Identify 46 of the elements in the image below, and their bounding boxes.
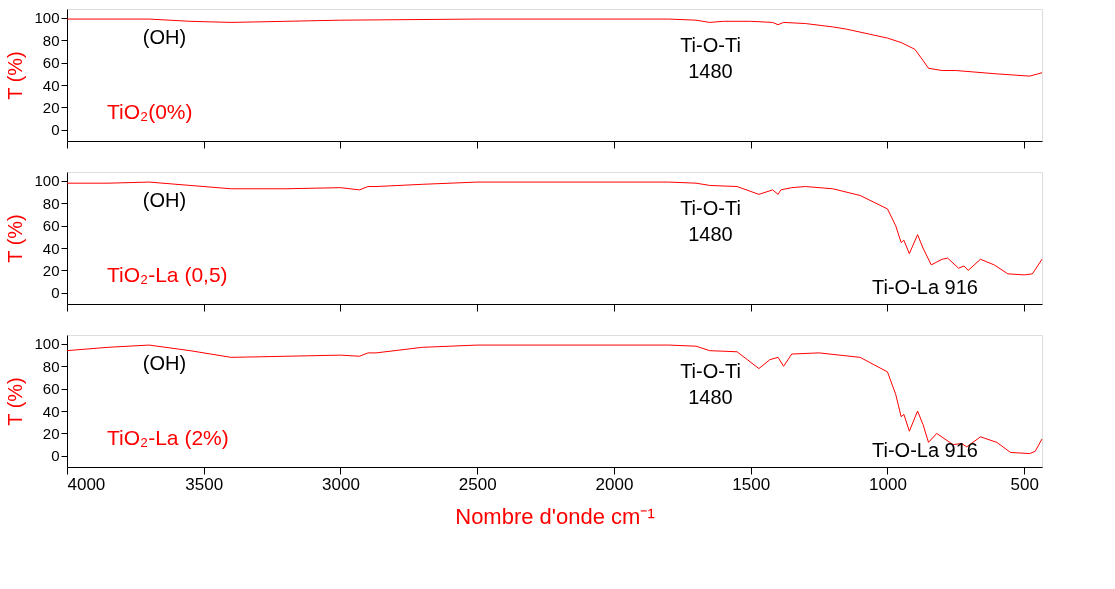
line-series [66, 344, 1043, 455]
x-tick-label: 4000 [67, 474, 106, 494]
annotation: Ti-O-La 916 [872, 276, 978, 299]
text: TiO₂(0%) [107, 100, 193, 123]
x-tick-label: 500 [1010, 474, 1039, 494]
y-axis-title: T (%) [4, 214, 27, 263]
annotation: 1480 [688, 386, 733, 409]
y-tick-label: 80 [42, 31, 60, 49]
x-axis-title: Nombre d'onde cm⁻¹ [455, 503, 655, 529]
line-series [66, 18, 1043, 77]
y-tick-label: 20 [42, 261, 60, 279]
annotation: 1480 [688, 223, 733, 246]
x-tick-label: 1500 [732, 474, 771, 494]
annotation: Ti-O-Ti [680, 359, 741, 382]
y-tick-label: 40 [42, 239, 60, 257]
y-tick-label: 80 [42, 194, 60, 212]
x-tick-label: 1000 [869, 474, 907, 494]
y-tick-label: 40 [42, 402, 60, 420]
annotation: (OH) [142, 352, 187, 375]
y-tick-label: 60 [42, 54, 60, 72]
y-axis-title: T (%) [4, 377, 27, 426]
y-axis-title: T (%) [4, 51, 27, 100]
y-tick-label: 40 [42, 76, 60, 94]
y-tick-label: 0 [51, 447, 60, 465]
y-tick-label: 60 [42, 380, 60, 398]
y-tick-label: 60 [42, 217, 60, 235]
y-tick-label: 20 [42, 424, 60, 442]
text: TiO₂-La (2%) [107, 426, 229, 449]
y-tick-label: 80 [42, 357, 60, 375]
y-tick-label: 100 [34, 9, 60, 27]
text: TiO₂-La (0,5) [107, 263, 228, 286]
y-tick-label: 0 [51, 284, 60, 302]
annotation: (OH) [142, 189, 187, 212]
annotation: (OH) [142, 26, 187, 49]
x-tick-label: 2500 [458, 474, 497, 494]
annotation: Ti-O-Ti [680, 33, 741, 56]
annotation: Ti-O-La 916 [872, 439, 978, 462]
annotation: 1480 [688, 60, 733, 83]
x-tick-label: 2000 [595, 474, 634, 494]
y-tick-label: 100 [34, 335, 60, 353]
y-tick-label: 100 [34, 172, 60, 190]
y-tick-label: 20 [42, 98, 60, 116]
y-tick-label: 0 [51, 121, 60, 139]
x-tick-label: 3000 [322, 474, 360, 494]
x-tick-label: 3500 [185, 474, 224, 494]
annotation: Ti-O-Ti [680, 196, 741, 219]
